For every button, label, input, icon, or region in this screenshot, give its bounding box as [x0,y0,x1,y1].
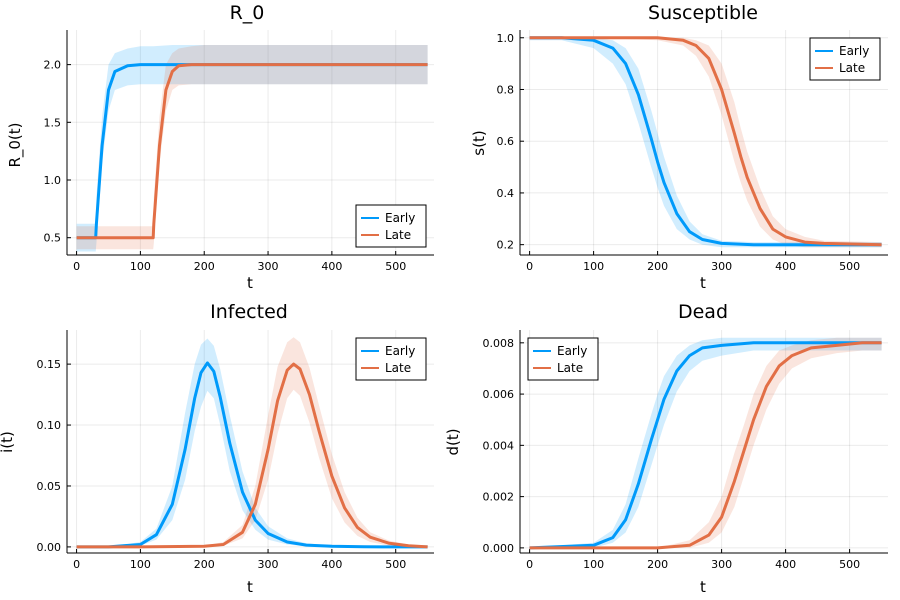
legend-box [527,337,599,381]
legend-label-early: Early [385,344,415,358]
legend-box [355,337,427,381]
x-axis-label: t [247,578,253,596]
x-tick-label: 500 [385,260,406,273]
x-tick-label: 200 [194,558,215,571]
legend-label-early: Early [839,44,869,58]
x-tick-label: 300 [711,558,732,571]
y-tick-label: 0.15 [37,358,62,371]
series-line-late [76,362,428,549]
series-line-early [529,36,882,247]
legend-label-late: Late [385,228,411,242]
series-layer [76,45,428,252]
x-tick-label: 200 [647,260,668,273]
plot-area-2: 0 100 200 300 400 500 0.00 0.05 0.10 0.15 Early Lat… [37,330,434,571]
x-tick-label: 400 [775,558,796,571]
series-layer [76,337,428,549]
y-tick-label: 1.0 [497,32,515,45]
x-tick-label: 0 [526,260,533,273]
y-tick-label: 0.2 [497,239,515,252]
x-tick-label: 400 [775,260,796,273]
x-tick-label: 500 [839,260,860,273]
x-tick-label: 300 [711,260,732,273]
chart-dead: Dead t d(t) [444,301,728,596]
y-tick-label: 2.0 [44,59,62,72]
legend: Early Late [355,204,427,248]
y-tick-label: 0.00 [37,541,62,554]
x-tick-label: 100 [583,260,604,273]
series-line-early [529,341,882,550]
chart-title: Dead [678,301,728,323]
y-axis-label: i(t) [0,431,16,453]
y-tick-label: 1.5 [44,116,62,129]
y-tick-label: 0.05 [37,480,62,493]
series-line-late [76,63,428,240]
chart-susceptible: Susceptible t s(t) [470,2,758,292]
plot-area-3: 0 100 200 300 400 500 0.000 0.002 0.004 0.006 0.00… [483,330,888,571]
x-tick-label: 400 [321,558,342,571]
y-tick-label: 0.6 [497,135,515,148]
y-tick-label: 0.10 [37,419,62,432]
y-tick-label: 0.000 [483,542,515,555]
x-tick-label: 100 [130,260,151,273]
chart-title: Susceptible [648,2,758,24]
legend: Early Late [527,337,599,381]
legend-label-late: Late [557,361,583,375]
x-tick-label: 300 [258,558,279,571]
series-layer [529,337,882,550]
y-axis-label: d(t) [444,428,462,455]
legend: Early Late [809,37,881,81]
y-axis-label: s(t) [470,130,488,155]
x-tick-label: 200 [647,558,668,571]
chart-title: R_0 [230,2,265,24]
x-tick-label: 500 [385,558,406,571]
legend-box [809,37,881,81]
plot-area-1: 0 100 200 300 400 500 0.2 0.4 0.6 0.8 1.0 Early Late [497,30,888,273]
x-tick-label: 0 [526,558,533,571]
x-tick-label: 0 [73,558,80,571]
x-axis-label: t [700,274,706,292]
y-tick-label: 0.006 [483,388,515,401]
legend-label-early: Early [385,211,415,225]
x-tick-label: 0 [73,260,80,273]
legend-label-late: Late [385,361,411,375]
x-tick-label: 500 [839,558,860,571]
x-tick-label: 200 [194,260,215,273]
y-tick-label: 0.4 [497,187,515,200]
series-band-early [76,338,428,547]
x-axis-label: t [700,578,706,596]
series-line-late [529,36,882,247]
y-tick-label: 0.008 [483,337,515,350]
x-tick-label: 300 [258,260,279,273]
series-line-late [529,341,882,550]
x-tick-label: 400 [321,260,342,273]
x-axis-label: t [247,274,253,292]
series-line-early [76,361,428,549]
chart-r0: R_0 t R_0(t) [6,2,264,292]
y-tick-label: 0.002 [483,491,515,504]
chart-infected: Infected t i(t) [0,301,288,596]
legend: Early Late [355,337,427,381]
plot-area-0: 0 100 200 300 400 500 0.5 1.0 1.5 2.0 Early Late [44,30,434,273]
legend-label-late: Late [839,61,865,75]
y-tick-label: 0.004 [483,439,515,452]
y-tick-label: 0.5 [44,232,62,245]
legend-box [355,204,427,248]
chart-title: Infected [210,301,288,323]
series-layer [529,36,882,248]
x-tick-label: 100 [130,558,151,571]
y-tick-label: 1.0 [44,174,62,187]
y-tick-label: 0.8 [497,83,515,96]
legend-label-early: Early [557,344,587,358]
x-tick-label: 100 [583,558,604,571]
y-axis-label: R_0(t) [6,122,25,167]
